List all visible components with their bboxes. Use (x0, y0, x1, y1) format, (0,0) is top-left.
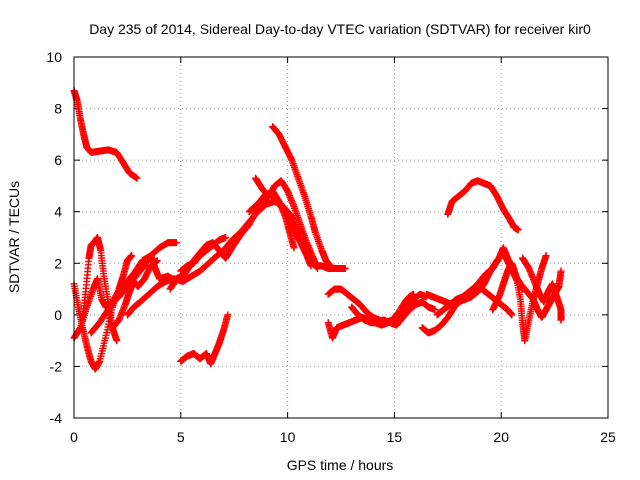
data-point (133, 174, 141, 182)
data-point (557, 316, 565, 324)
series-arc-16 (348, 298, 439, 329)
data-points (70, 87, 565, 373)
series-arc-1 (70, 87, 141, 182)
y-tick-label: 0 (54, 307, 62, 323)
data-point (113, 337, 121, 345)
x-tick-label: 5 (177, 429, 185, 445)
data-point (128, 252, 136, 260)
series-arc-20 (444, 177, 522, 234)
x-tick-label: 25 (600, 429, 616, 445)
series-arc-15 (324, 285, 418, 327)
series-arc-9 (177, 234, 230, 275)
data-point (224, 311, 232, 319)
series-arc-11 (245, 190, 315, 270)
y-tick-label: 6 (54, 152, 62, 168)
data-point (173, 239, 181, 247)
data-point (222, 234, 230, 241)
data-point (153, 257, 161, 265)
x-tick-label: 15 (387, 429, 403, 445)
data-point (314, 264, 322, 272)
data-point (290, 244, 298, 252)
x-tick-label: 10 (280, 429, 296, 445)
data-point (514, 226, 522, 234)
chart-title: Day 235 of 2014, Sidereal Day-to-day VTE… (89, 21, 591, 37)
plot-frame (73, 56, 609, 419)
grid-layer (74, 57, 608, 418)
y-tick-label: 2 (54, 255, 62, 271)
data-point (326, 262, 334, 270)
series-arc-13 (177, 311, 232, 368)
series-arc-19 (433, 282, 516, 319)
y-axis-label: SDTVAR / TECUs (6, 181, 22, 293)
tick-layer: 0 5 10 15 20 25 -4 -2 0 2 4 6 8 10 (46, 49, 616, 445)
x-axis-label: GPS time / hours (287, 457, 394, 473)
y-tick-label: -2 (50, 358, 63, 374)
data-point (307, 262, 315, 270)
series-arc-22 (510, 267, 565, 321)
data-point (557, 267, 565, 275)
series-arc-23 (519, 254, 565, 324)
data-point (431, 306, 439, 314)
x-tick-label: 0 (70, 429, 78, 445)
data-point (341, 264, 349, 272)
data-point (508, 311, 516, 319)
y-tick-label: 8 (54, 101, 62, 117)
y-tick-label: 10 (46, 49, 62, 65)
x-tick-label: 20 (493, 429, 509, 445)
data-point (410, 290, 418, 298)
data-point (542, 252, 550, 260)
series-arc-6 (108, 257, 161, 332)
y-tick-label: -4 (50, 410, 63, 426)
y-tick-label: 4 (54, 204, 62, 220)
series-arc-12 (269, 123, 334, 270)
